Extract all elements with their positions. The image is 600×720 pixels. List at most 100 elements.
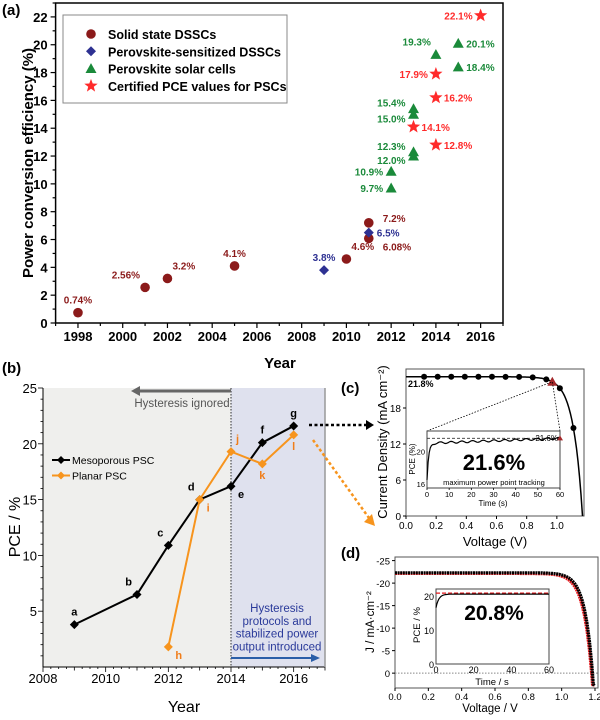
inset-x-tick-label-c: 40 (511, 490, 519, 499)
mpp-triangle-icon (547, 376, 558, 386)
y-tick-label-a: 6 (40, 233, 47, 248)
x-tick-label-b: 2012 (154, 671, 183, 686)
data-point-circle (516, 373, 523, 380)
inset-x-tick-label-c: 60 (556, 490, 564, 499)
hysteresis-protocols-label: protocols and (242, 616, 311, 628)
data-label-a: 4.6% (351, 242, 374, 253)
y-tick-label-b: 10 (23, 548, 37, 563)
data-label-a: 12.3% (377, 142, 405, 153)
data-point-circle (475, 373, 482, 380)
inset-x-tick-label-c: 10 (445, 490, 453, 499)
inset-mpp-triangle-icon (557, 435, 563, 441)
y-tick-label-c: 18 (390, 404, 402, 415)
data-label-a: 18.4% (466, 63, 494, 74)
x-tick-label-b: 2008 (29, 671, 58, 686)
data-label-a: 16.2% (444, 94, 472, 105)
data-point-circle (529, 374, 536, 381)
data-point-star (406, 119, 421, 133)
x-tick-label-c: 0.4 (459, 521, 473, 532)
data-point-star (474, 8, 488, 22)
x-tick-label-b: 2014 (217, 671, 246, 686)
point-letter-label: a (71, 607, 78, 619)
panel-label-d: (d) (341, 545, 360, 562)
x-tick-label-b: 2010 (91, 671, 120, 686)
data-point-circle (434, 373, 441, 380)
point-letter-label: h (175, 650, 182, 662)
data-point-diamond (69, 620, 79, 630)
data-label-a: 7.2% (383, 214, 406, 225)
inset-y-tick-label-d: 10 (424, 626, 434, 636)
legend-diamond-icon (57, 471, 65, 480)
x-tick-label-a: 2000 (108, 329, 137, 344)
inset-x-tick-label-d: 20 (469, 665, 479, 675)
inset-x-tick-label-d: 60 (544, 665, 554, 675)
inset-x-tick-label-c: 30 (489, 490, 497, 499)
x-tick-label-c: 0.2 (429, 521, 443, 532)
inset-y-tick-label-d: 0 (429, 660, 434, 670)
x-tick-label-c: 0.0 (399, 521, 413, 532)
inset-y-tick-label-d: 20 (424, 592, 434, 602)
inset-y-axis-label-c: PCE (%) (408, 443, 417, 474)
data-point-star (429, 90, 443, 104)
inset-x-tick-label-c: 20 (467, 490, 475, 499)
data-point-circle (363, 233, 374, 244)
legend-label-b: Planar PSC (72, 471, 127, 483)
data-label-a: 19.3% (403, 37, 431, 48)
data-label-a: 12.8% (444, 141, 472, 152)
y-tick-label-d: -5 (382, 647, 390, 658)
inset-value-label-d: 20.8% (464, 602, 524, 625)
data-point-circle (570, 425, 577, 432)
x-tick-label-a: 2004 (198, 329, 228, 344)
data-point-circle (140, 282, 150, 293)
data-point-diamond (363, 227, 374, 238)
x-tick-label-a: 1998 (64, 329, 93, 344)
data-point-circle (543, 376, 550, 383)
point-letter-label: j (235, 434, 239, 446)
data-label-a: 22.1% (444, 12, 472, 23)
x-tick-label-c: 0.8 (520, 521, 534, 532)
data-point-star (429, 137, 443, 151)
inset-reference-label-c: 21.6% (535, 434, 558, 443)
inset-frame-c (426, 430, 561, 489)
data-point-circle (162, 273, 173, 284)
data-point-diamond (319, 265, 330, 276)
point-letter-label: g (290, 408, 297, 420)
x-tick-label-d: 0.2 (422, 692, 435, 703)
data-label-a: 3.8% (313, 253, 336, 264)
y-tick-label-b: 25 (23, 381, 37, 396)
hysteresis-protocols-label: Hysteresis (250, 603, 304, 615)
x-axis-label-d: Voltage / V (462, 703, 518, 715)
x-tick-label-d: 1.0 (555, 692, 568, 703)
x-tick-label-d: 1.2 (588, 692, 600, 703)
data-label-a: 0.74% (64, 296, 92, 307)
panel-label-b: (b) (2, 360, 21, 377)
data-point-triangle (408, 146, 420, 157)
y-tick-label-c: 12 (390, 440, 402, 451)
data-point-circle (73, 307, 83, 318)
data-point-circle (229, 261, 240, 271)
data-point-diamond (132, 589, 142, 599)
x-tick-label-a: 2008 (287, 329, 316, 344)
data-label-a: 15.4% (377, 99, 405, 110)
data-label-a: 4.1% (223, 249, 246, 260)
y-tick-label-a: 16 (33, 93, 47, 108)
y-tick-label-c: 6 (395, 476, 401, 487)
data-label-a: 20.1% (466, 39, 494, 50)
inset-x-tick-label-d: 0 (433, 665, 438, 675)
inset-value-label-c: 21.6% (463, 450, 525, 475)
inset-caption-c: maximum power point tracking (443, 478, 545, 487)
data-label-a: 10.9% (355, 167, 383, 178)
data-point-circle (502, 373, 509, 380)
x-axis-label-a: Year (264, 355, 296, 372)
data-point-triangle (408, 103, 420, 114)
y-tick-label-d: 0 (385, 669, 390, 680)
zoom-guide (551, 381, 561, 432)
data-point-circle (556, 385, 563, 392)
x-axis-label-b: Year (168, 699, 201, 716)
x-tick-label-a: 2016 (466, 329, 495, 344)
hysteresis-protocols-label: stabilized power (236, 629, 319, 641)
data-point-triangle (385, 165, 397, 176)
x-tick-label-c: 0.6 (490, 521, 504, 532)
data-point-star (429, 67, 443, 80)
